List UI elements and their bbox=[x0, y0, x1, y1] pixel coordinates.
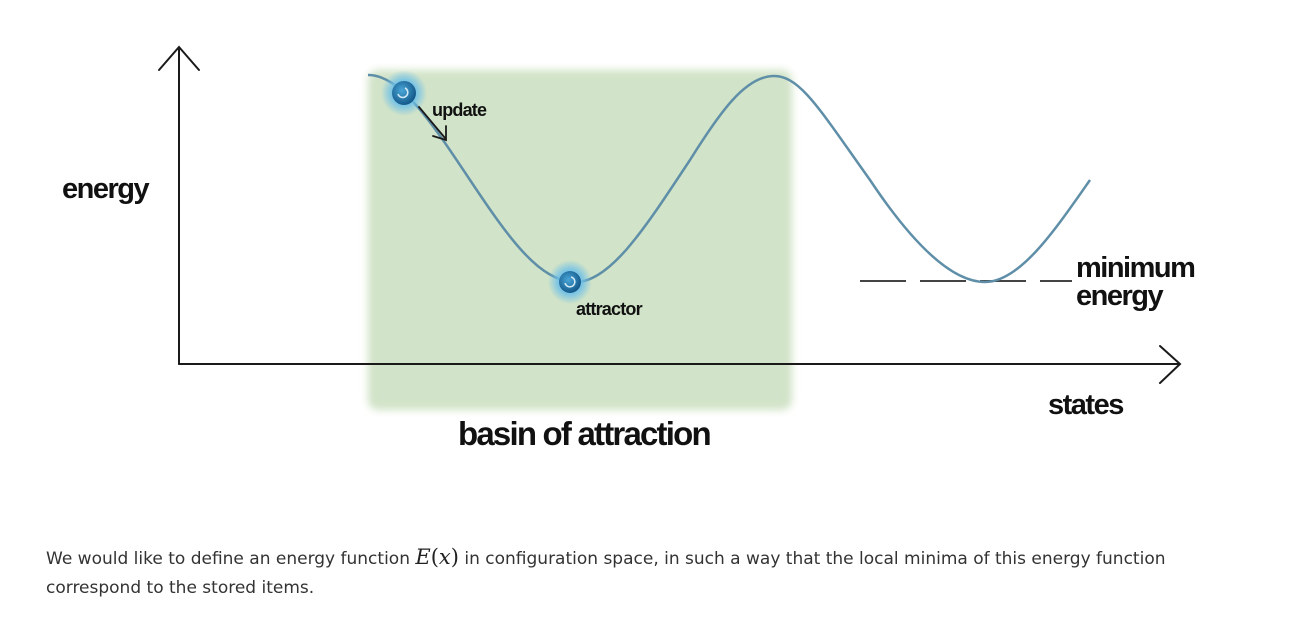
basin-region bbox=[368, 70, 792, 410]
minimum-energy-label-line1: minimum bbox=[1076, 252, 1194, 284]
update-ball-icon bbox=[381, 70, 427, 116]
math-close-paren: ) bbox=[450, 545, 459, 569]
math-open-paren: ( bbox=[430, 545, 439, 569]
y-axis bbox=[158, 45, 200, 365]
y-axis-label: energy bbox=[62, 173, 149, 205]
x-axis bbox=[178, 345, 1182, 384]
math-variable: x bbox=[438, 545, 451, 569]
energy-curve bbox=[367, 73, 1092, 284]
energy-function-math: E(x) bbox=[415, 545, 459, 569]
minimum-energy-label-line2: energy bbox=[1076, 280, 1163, 312]
update-label: update bbox=[432, 100, 487, 120]
energy-landscape-diagram: energy states update attractor minimum e… bbox=[62, 45, 1196, 452]
attractor-ball-icon bbox=[548, 260, 592, 304]
description-paragraph: We would like to define an energy functi… bbox=[46, 543, 1266, 603]
paragraph-text-before: We would like to define an energy functi… bbox=[46, 549, 416, 569]
x-axis-label: states bbox=[1048, 389, 1123, 421]
attractor-label: attractor bbox=[576, 299, 643, 319]
basin-label: basin of attraction bbox=[458, 415, 710, 452]
math-symbol: E bbox=[415, 545, 431, 569]
paragraph-text-after: in configuration space, in such a way th… bbox=[46, 549, 1166, 598]
update-arrow-icon bbox=[418, 106, 447, 142]
